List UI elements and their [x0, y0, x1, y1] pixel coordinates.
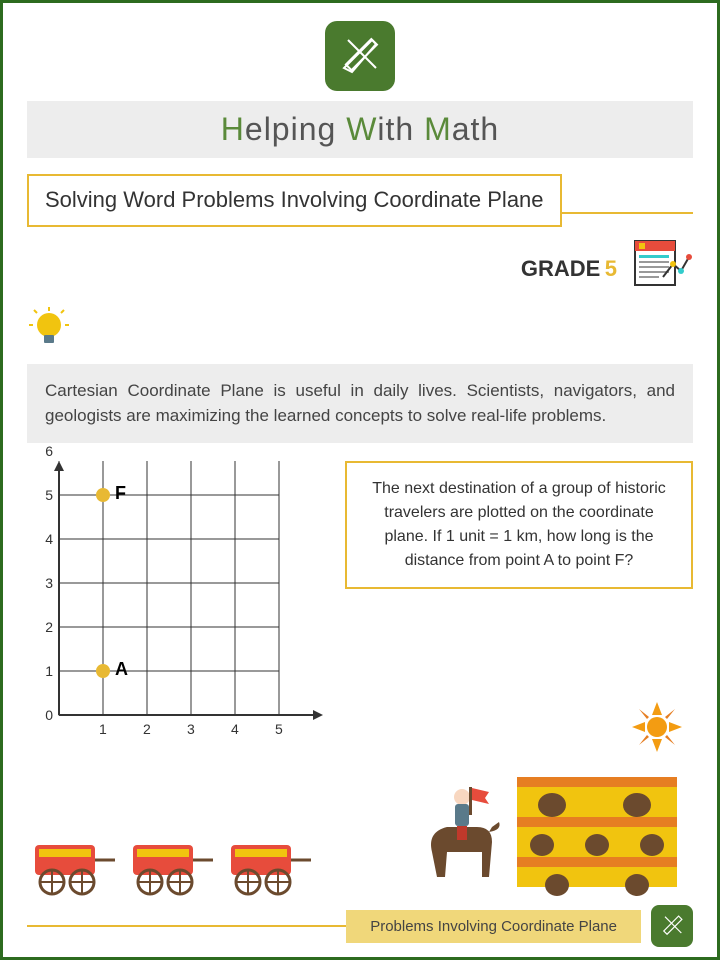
divider [560, 212, 693, 214]
wagon-icon [125, 827, 215, 897]
grade-label: GRADE 5 [521, 256, 617, 282]
coordinate-graph: 012345612345FA [27, 461, 327, 741]
footer-label: Problems Involving Coordinate Plane [346, 910, 641, 943]
problem-text: The next destination of a group of histo… [345, 461, 693, 589]
lesson-title: Solving Word Problems Involving Coordina… [27, 174, 562, 227]
divider [27, 925, 346, 927]
chart-icon [633, 239, 693, 299]
wagon-icon [27, 827, 117, 897]
wagon-icon [223, 827, 313, 897]
pencil-ruler-icon [651, 905, 693, 947]
lightbulb-icon [27, 307, 71, 351]
footer: Problems Involving Coordinate Plane [27, 909, 693, 943]
content-row: 012345612345FA The next destination of a… [27, 461, 693, 741]
wagon-row [27, 827, 693, 897]
worksheet-page: Helping With Math Solving Word Problems … [0, 0, 720, 960]
grade-row: GRADE 5 [27, 239, 693, 299]
intro-text: Cartesian Coordinate Plane is useful in … [27, 364, 693, 443]
subtitle-row: Solving Word Problems Involving Coordina… [27, 174, 693, 227]
page-title: Helping With Math [27, 101, 693, 158]
pencil-ruler-icon [325, 21, 395, 91]
